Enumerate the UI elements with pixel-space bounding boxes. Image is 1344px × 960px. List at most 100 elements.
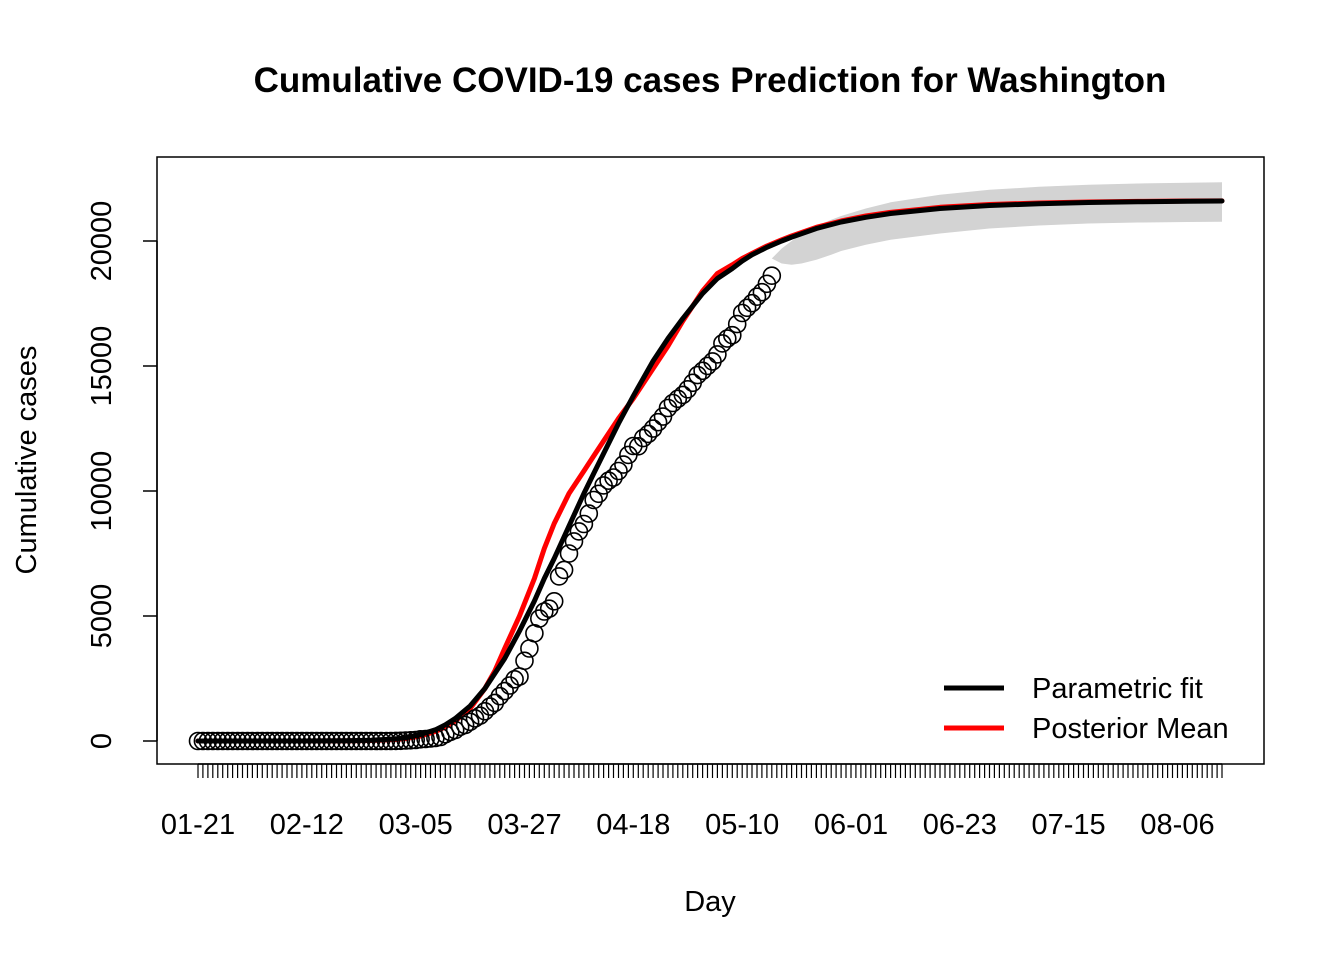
observed-point [282, 731, 302, 751]
observed-point [302, 731, 322, 751]
y-tick-label: 20000 [86, 201, 118, 282]
observed-points-layer [188, 266, 782, 751]
observed-point [638, 424, 658, 444]
observed-point [208, 731, 228, 751]
observed-point [737, 298, 757, 318]
x-axis-label: Day [684, 886, 736, 918]
observed-point [742, 293, 762, 313]
observed-point [252, 731, 272, 751]
observed-point [673, 385, 693, 405]
x-axis: 01-21 02-12 03-05 03-27 04-18 05-10 06-01 06-23… [161, 763, 1223, 841]
observed-point [248, 731, 267, 751]
observed-point [386, 731, 406, 751]
observed-point [322, 731, 341, 751]
observed-point [564, 532, 584, 551]
observed-point [272, 731, 292, 751]
x-tick-label: 03-27 [487, 809, 561, 841]
observed-point [579, 504, 599, 523]
x-tick-label: 02-12 [270, 809, 344, 841]
observed-point [460, 712, 480, 732]
observed-point [421, 729, 440, 748]
observed-point [614, 455, 633, 474]
observed-point [678, 379, 698, 399]
observed-point [708, 345, 727, 364]
observed-point [361, 731, 381, 751]
observed-point [549, 567, 569, 586]
observed-point [257, 731, 277, 751]
observed-point [485, 693, 505, 713]
observed-point [342, 731, 361, 751]
observed-point [584, 490, 604, 510]
observed-point [604, 468, 623, 487]
x-tick-label: 07-15 [1032, 809, 1106, 841]
observed-point [490, 686, 510, 706]
observed-point [470, 706, 490, 726]
x-tick-label: 04-18 [596, 809, 670, 841]
observed-point [480, 697, 500, 716]
observed-point [292, 731, 312, 751]
observed-point [203, 731, 223, 751]
legend-label: Parametric fit [1032, 673, 1203, 705]
observed-point [356, 731, 376, 751]
observed-point [668, 389, 688, 409]
observed-point [317, 731, 336, 751]
observed-point [277, 731, 297, 751]
observed-point [609, 461, 628, 481]
observed-point [223, 731, 242, 751]
observed-point [559, 544, 579, 563]
observed-point [732, 303, 752, 323]
observed-point [747, 287, 767, 307]
observed-point [698, 356, 717, 376]
observed-point [188, 731, 208, 751]
observed-point [366, 731, 386, 751]
y-tick-label: 5000 [86, 584, 118, 649]
observed-point [445, 720, 465, 740]
y-axis: 0 5000 10000 15000 20000 [86, 201, 158, 749]
y-tick-label: 10000 [86, 451, 118, 532]
observed-point [213, 731, 232, 751]
legend: Parametric fit Posterior Mean [944, 673, 1229, 745]
observed-point [346, 731, 366, 751]
line-layer [195, 198, 1225, 744]
observed-point [351, 731, 371, 751]
observed-point [688, 365, 707, 385]
observed-point [287, 731, 307, 751]
x-tick-label: 03-05 [379, 809, 453, 841]
x-tick-label: 05-10 [705, 809, 779, 841]
x-tick-label: 01-21 [161, 809, 235, 841]
observed-point [198, 731, 218, 751]
posterior-mean-line [195, 198, 1225, 744]
observed-point [633, 428, 653, 448]
observed-point [693, 361, 712, 381]
y-tick-label: 15000 [86, 326, 118, 407]
x-tick-label: 06-23 [923, 809, 997, 841]
observed-point [332, 731, 351, 751]
observed-point [327, 731, 346, 751]
observed-point [243, 731, 262, 751]
observed-point [401, 730, 421, 750]
observed-point [465, 709, 485, 728]
observed-point [381, 731, 401, 751]
observed-point [411, 729, 430, 749]
observed-point [307, 731, 327, 751]
y-tick-label: 0 [86, 733, 118, 749]
observed-point [455, 715, 475, 735]
observed-point [544, 591, 564, 611]
observed-point [717, 329, 737, 348]
observed-point [643, 419, 663, 438]
chart-title: Cumulative COVID-19 cases Prediction for… [254, 61, 1167, 100]
observed-point [371, 731, 391, 751]
x-tick-label: 08-06 [1140, 809, 1214, 841]
observed-point [267, 731, 287, 751]
observed-point [648, 412, 668, 432]
observed-point [431, 727, 450, 747]
observed-point [534, 602, 554, 621]
observed-point [228, 731, 247, 751]
observed-point [510, 667, 529, 686]
observed-point [337, 731, 356, 751]
observed-point [218, 731, 237, 751]
observed-point [574, 514, 594, 534]
observed-point [727, 314, 747, 334]
observed-point [193, 731, 213, 751]
observed-point [599, 471, 618, 491]
